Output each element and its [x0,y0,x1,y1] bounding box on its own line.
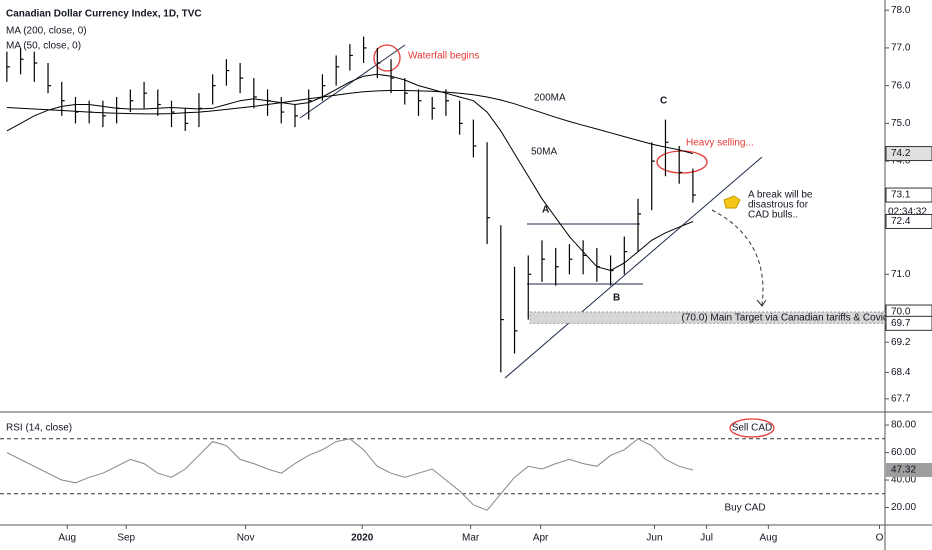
rsi-tag-label: 47.32 [891,465,916,476]
annotation: Waterfall begins [408,51,479,62]
y-tick-label: 71.0 [891,269,911,280]
price-tag-label: 70.0 [891,307,911,318]
highlight-circle [373,44,401,72]
annotation: C [660,96,667,107]
target-label: (70.0) Main Target via Canadian tariffs … [682,312,889,323]
legend-entry: MA (200, close, 0) [6,26,87,37]
trend-line [299,44,406,119]
arrow-head [756,299,767,307]
y-tick-label: 75.0 [891,118,911,129]
price-tag [885,187,932,203]
y-tick-label: 77.0 [891,43,911,54]
x-tick-label: Jul [700,533,713,544]
x-tick-label: Mar [462,533,480,544]
y-tick-label: 68.4 [891,367,911,378]
legend-entry: MA (50, close, 0) [6,41,81,52]
y-tick-label: 78.0 [891,5,911,16]
annotation: A [542,205,549,216]
x-tick-label: 2020 [351,533,374,544]
price-tag-label: 73.1 [891,190,911,201]
ma-line [6,90,694,155]
x-tick-label: Nov [237,533,255,544]
y-tick-label: 67.7 [891,393,911,404]
x-tick-label: Aug [58,533,76,544]
annotation: B [613,293,620,304]
x-tick-label: Apr [533,533,549,544]
annotation: disastrous for [748,200,809,211]
chart-title: Canadian Dollar Currency Index, 1D, TVC [6,9,202,20]
x-tick-label: Jun [646,533,662,544]
price-tag [885,213,932,229]
price-tag [885,315,932,331]
x-tick-label: O [876,533,884,544]
rsi-tick-label: 60.00 [891,447,916,458]
price-tag-label: 74.2 [891,148,911,159]
price-tag-label: 69.7 [891,318,911,329]
annotation: A break will be [748,190,813,201]
price-tag-label: 72.4 [891,216,911,227]
annotation: Heavy selling... [686,138,754,149]
annotation: 200MA [534,93,566,104]
y-tick-label: 74.0 [891,156,911,167]
annotation: Sell CAD [732,423,773,434]
pointing-hand [723,195,741,209]
rsi-tag [886,462,932,477]
rsi-line [6,438,694,511]
rsi-tick-label: 80.00 [891,420,916,431]
rsi-tick-label: 20.00 [891,502,916,513]
countdown: 02:34:32 [888,207,927,218]
x-tick-label: Sep [117,533,135,544]
annotation: 50MA [531,147,557,158]
price-tag [885,146,932,162]
support-line [504,156,763,379]
annotation: CAD bulls.. [748,210,798,221]
rsi-tick-label: 40.00 [891,475,916,486]
y-tick-label: 76.0 [891,80,911,91]
annotation: Buy CAD [724,503,765,514]
rsi-title: RSI (14, close) [6,423,72,434]
y-tick-label: 69.2 [891,337,911,348]
projection-arrow [711,209,764,306]
target-zone [529,311,886,324]
sell-ellipse [729,418,775,438]
x-tick-label: Aug [759,533,777,544]
ma-line [6,73,694,272]
